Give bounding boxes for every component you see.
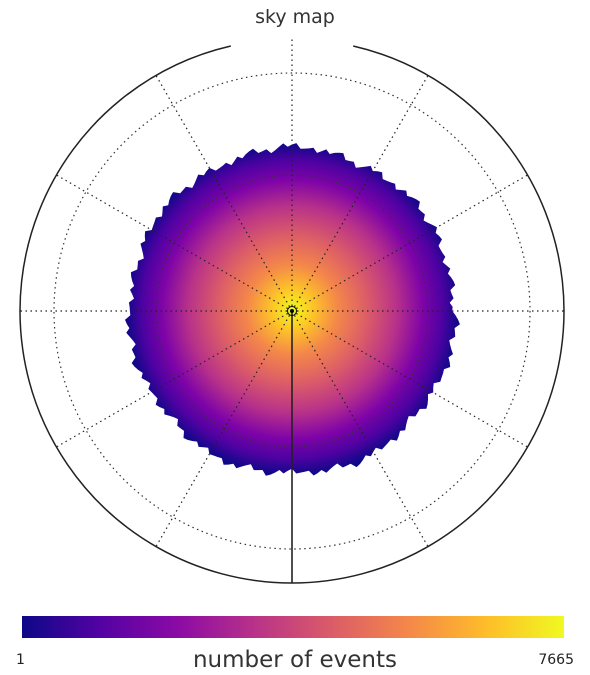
- radial-grid-line-3: [291, 310, 429, 547]
- colorbar-gradient: [22, 616, 564, 638]
- colorbar-title: number of events: [192, 647, 398, 673]
- radial-grid-line-8: [56, 174, 293, 312]
- radial-grid-line-11: [291, 75, 429, 312]
- colorbar-min-label: 1: [16, 652, 25, 668]
- grid-circle-2: [53, 72, 531, 550]
- colorbar-max-label: 7665: [538, 652, 574, 668]
- radial-grid-line-2: [291, 310, 528, 448]
- colorbar: [22, 616, 564, 638]
- center-marker-dot: [290, 309, 294, 313]
- chart-title: sky map: [255, 6, 335, 28]
- radial-grid-line-9: [155, 75, 293, 312]
- radial-grid-line-6: [56, 310, 293, 448]
- center-marker-ring: [287, 306, 297, 316]
- sky-map-plot: [19, 39, 565, 584]
- radial-grid-line-12: [291, 174, 528, 312]
- radial-grid-line-5: [155, 310, 293, 547]
